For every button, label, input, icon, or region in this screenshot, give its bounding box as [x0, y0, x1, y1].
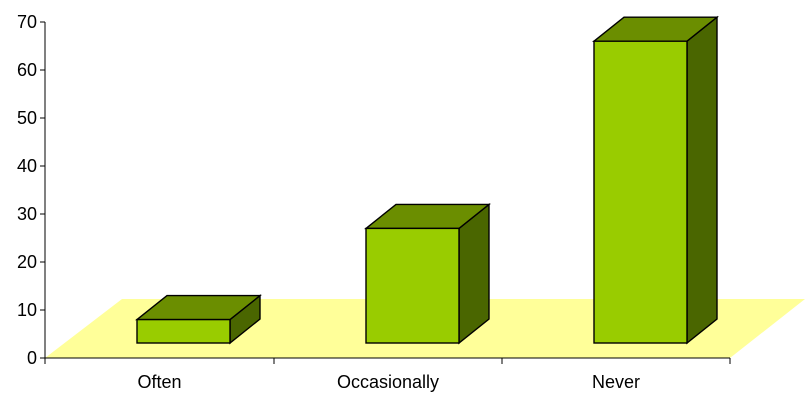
y-tick-label: 60 — [17, 60, 37, 80]
y-tick-label: 40 — [17, 156, 37, 176]
y-tick-label: 0 — [27, 348, 37, 368]
bar-front-face — [136, 318, 231, 344]
bar-occasionally — [364, 202, 491, 345]
x-category-label: Occasionally — [337, 372, 439, 392]
y-tick-label: 30 — [17, 204, 37, 224]
y-tick-label: 20 — [17, 252, 37, 272]
x-category-label: Often — [137, 372, 181, 392]
y-tick-label: 10 — [17, 300, 37, 320]
bar-often — [135, 294, 262, 345]
bar-never — [592, 15, 719, 345]
bar-side-face — [686, 15, 718, 345]
bar-front-face — [593, 40, 688, 344]
y-tick-label: 70 — [17, 12, 37, 32]
bar-front-face — [365, 227, 460, 344]
x-category-label: Never — [592, 372, 640, 392]
y-tick-label: 50 — [17, 108, 37, 128]
